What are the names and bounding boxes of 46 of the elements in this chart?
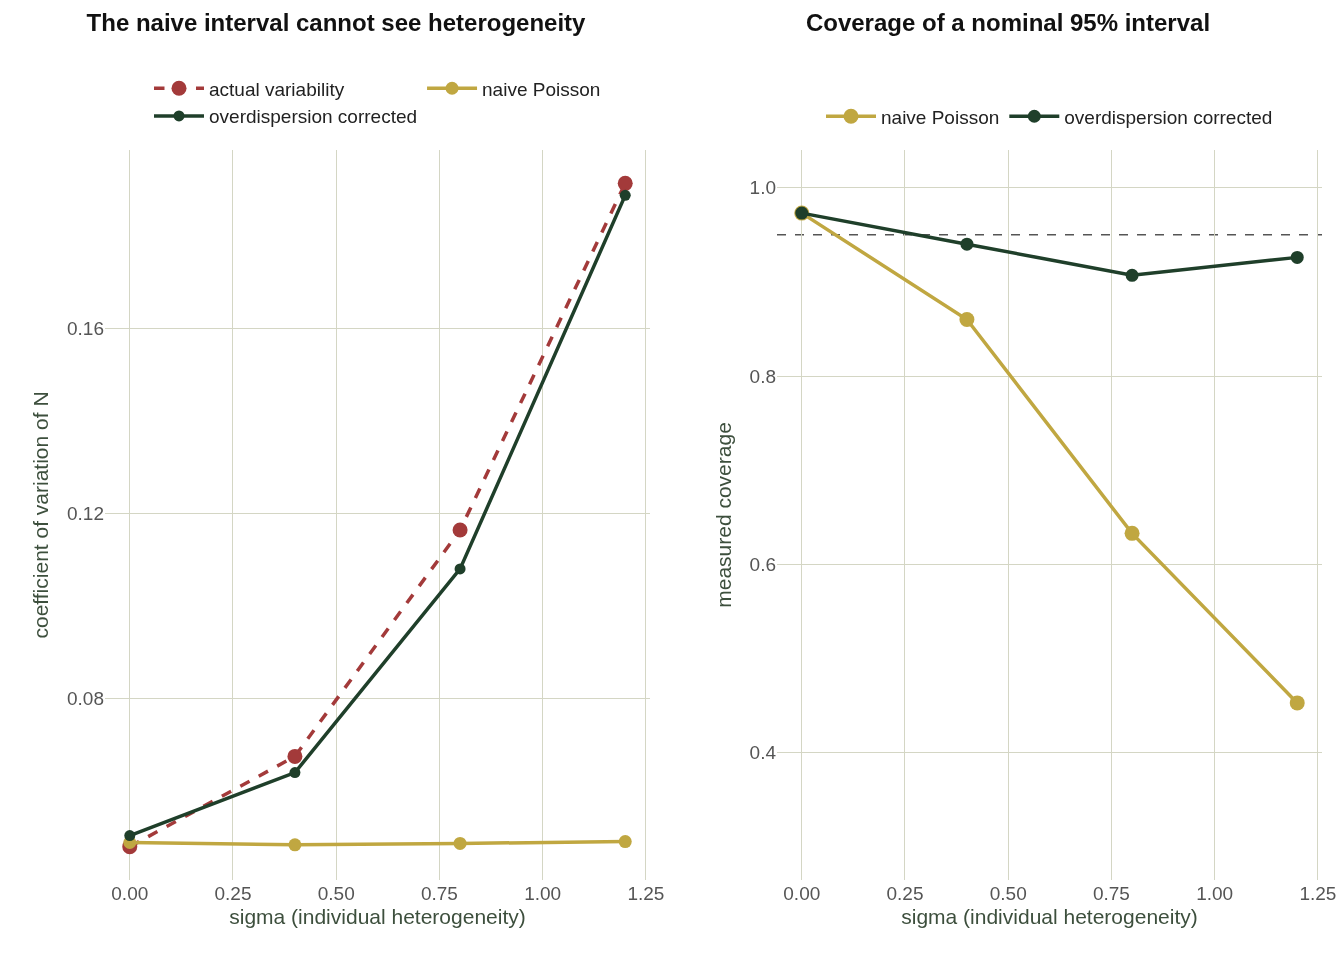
legend-label: naive Poisson xyxy=(482,78,601,100)
legend-label: overdispersion corrected xyxy=(1064,106,1273,128)
legend-label: overdispersion corrected xyxy=(209,106,418,128)
point xyxy=(453,836,467,850)
point xyxy=(454,563,466,575)
legend-label: naive Poisson xyxy=(881,106,1000,128)
chart-title: Coverage of a nominal 95% interval xyxy=(805,9,1211,37)
x-tick-label: 0.50 xyxy=(989,883,1027,904)
x-tick-label: 1.00 xyxy=(524,883,562,904)
x-tick-label: 1.00 xyxy=(1196,883,1234,904)
x-axis-title: sigma (individual heterogeneity) xyxy=(229,905,526,929)
y-tick-label: 0.6 xyxy=(749,554,776,576)
x-tick-label: 0.00 xyxy=(783,883,821,904)
y-tick-label: 0.08 xyxy=(67,688,104,710)
x-tick-label: 0.25 xyxy=(886,883,924,904)
point xyxy=(124,830,136,842)
y-tick-label: 0.4 xyxy=(749,742,777,764)
point xyxy=(1124,525,1140,541)
point xyxy=(618,835,632,849)
y-tick-label: 0.8 xyxy=(749,365,776,387)
point xyxy=(288,838,302,852)
y-tick-label: 1.0 xyxy=(749,177,776,199)
x-tick-label: 0.50 xyxy=(317,883,355,904)
x-tick-label: 1.25 xyxy=(627,883,665,904)
x-tick-label: 0.00 xyxy=(111,883,149,904)
point xyxy=(1289,695,1305,711)
x-axis-title: sigma (individual heterogeneity) xyxy=(901,905,1198,929)
point xyxy=(959,312,975,328)
point xyxy=(619,189,631,201)
x-tick-label: 0.25 xyxy=(214,883,252,904)
point xyxy=(452,522,468,538)
x-tick-label: 1.25 xyxy=(1299,883,1337,904)
point xyxy=(289,767,301,779)
y-tick-label: 0.12 xyxy=(67,503,104,525)
x-tick-label: 0.75 xyxy=(420,883,458,904)
y-axis-title: measured coverage xyxy=(711,422,735,608)
point xyxy=(960,237,974,251)
y-axis-title: coefficient of variation of N xyxy=(29,391,53,639)
point xyxy=(617,175,633,191)
x-tick-label: 0.75 xyxy=(1092,883,1130,904)
y-tick-label: 0.16 xyxy=(67,317,104,339)
chart-title: The naive interval cannot see heterogeneity xyxy=(86,9,587,37)
legend-label: actual variability xyxy=(209,78,345,100)
point xyxy=(1290,250,1304,264)
point xyxy=(1125,268,1139,282)
point xyxy=(287,748,303,764)
